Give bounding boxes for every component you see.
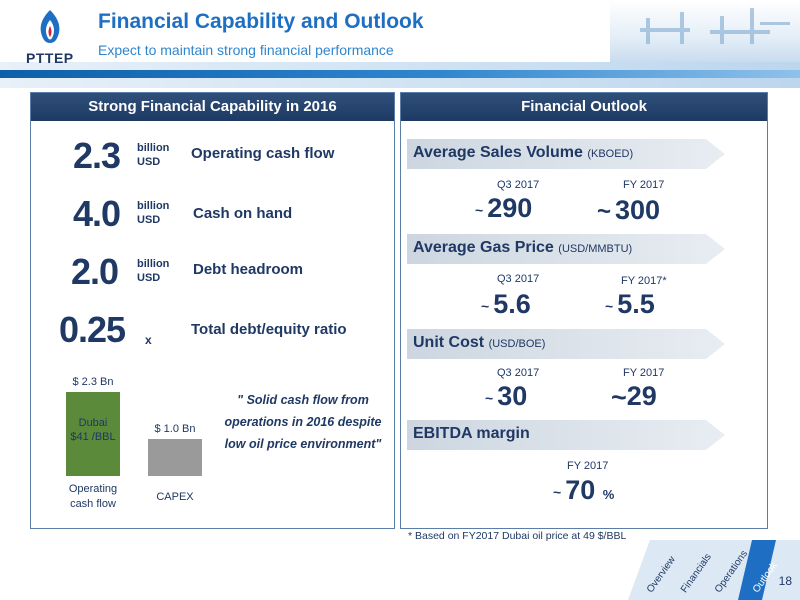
bar-category-label: CAPEX <box>156 491 194 503</box>
fy-label: FY 2017 <box>623 179 665 191</box>
metric-label: Debt headroom <box>193 261 304 278</box>
metric-unit: x <box>145 333 152 347</box>
metric-cash-on-hand: 4.0 billion USD Cash on hand <box>31 191 396 241</box>
q3-label: Q3 2017 <box>497 179 540 191</box>
unit-cost-q3: ~30 <box>485 381 528 411</box>
bar-category-label: Operating cash flow <box>68 483 118 510</box>
q3-label: Q3 2017 <box>497 273 540 285</box>
ebitda-fy: ~70 % <box>553 475 615 505</box>
sales-volume-fy: ~300 <box>597 195 661 225</box>
bar-value-label: $ 2.3 Bn <box>72 376 114 388</box>
flame-logo-icon <box>40 10 60 43</box>
sales-volume-header: Average Sales Volume (KBOED) <box>407 139 725 169</box>
panel-heading: Financial Outlook <box>401 93 767 121</box>
gas-price-q3: ~5.6 <box>481 289 531 319</box>
metric-value: 4.0 <box>73 193 121 234</box>
metric-value: 2.3 <box>73 135 121 176</box>
metric-value: 0.25 <box>59 309 126 350</box>
panel-heading: Strong Financial Capability in 2016 <box>31 93 394 121</box>
page-title: Financial Capability and Outlook <box>98 10 424 33</box>
fy-label: FY 2017 <box>567 460 609 472</box>
metric-label: Total debt/equity ratio <box>191 321 347 338</box>
unit-cost-fy: ~29 <box>611 381 657 413</box>
financial-outlook-panel: Financial Outlook Average Sales Volume (… <box>400 92 768 529</box>
metric-unit: billion USD <box>137 142 170 168</box>
metric-unit: billion USD <box>137 200 170 226</box>
sales-volume-q3: ~290 <box>475 193 533 223</box>
footnote: * Based on FY2017 Dubai oil price at 49 … <box>408 530 627 542</box>
bar-0 <box>66 392 120 476</box>
metric-label: Operating cash flow <box>191 145 335 162</box>
pttep-logo: PTTEP <box>14 6 86 66</box>
bar-1 <box>148 439 202 476</box>
ebitda-header: EBITDA margin <box>407 420 725 450</box>
metric-label: Cash on hand <box>193 205 293 222</box>
header-stripe <box>0 70 800 78</box>
q3-label: Q3 2017 <box>497 367 540 379</box>
metric-operating-cash-flow: 2.3 billion USD Operating cash flow <box>31 133 396 183</box>
bar-inner-label: Dubai $41 /BBL <box>70 417 116 443</box>
section-nav: Overview Financials Operations Outlook <box>628 540 800 600</box>
metric-debt-headroom: 2.0 billion USD Debt headroom <box>31 249 396 299</box>
metric-unit: billion USD <box>137 258 170 284</box>
slide-header: PTTEP Financial Capability and Outlook E… <box>0 0 800 90</box>
cash-flow-quote: " Solid cash flow from operations in 201… <box>224 393 382 451</box>
unit-cost-header: Unit Cost (USD/BOE) <box>407 329 725 359</box>
metric-debt-equity-ratio: 0.25 x Total debt/equity ratio <box>31 307 396 357</box>
page-subtitle: Expect to maintain strong financial perf… <box>98 42 394 58</box>
bar-value-label: $ 1.0 Bn <box>154 423 196 435</box>
gas-price-header: Average Gas Price (USD/MMBTU) <box>407 234 725 264</box>
fy-label: FY 2017* <box>621 275 667 287</box>
gas-price-fy: ~5.5 <box>605 289 655 319</box>
metric-value: 2.0 <box>71 251 119 292</box>
page-number: 18 <box>778 574 792 588</box>
logo-text: PTTEP <box>26 50 74 66</box>
cash-flow-capex-bars: $ 2.3 Bn Dubai $41 /BBL Operating cash flow $… <box>34 372 234 522</box>
fy-label: FY 2017 <box>623 367 665 379</box>
offshore-rig-image <box>610 0 800 62</box>
